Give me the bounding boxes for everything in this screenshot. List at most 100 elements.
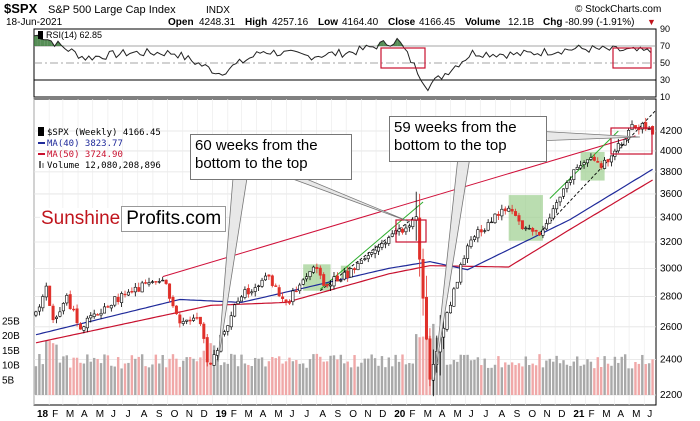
volume-bar [253,357,257,395]
candle-body [455,281,459,289]
candle-body [78,323,82,330]
candle-body [329,284,333,287]
x-tick-label: M [96,409,104,420]
candle-body [109,305,113,309]
volume-bar [288,357,291,395]
volume-bar [206,351,209,395]
candle-body [452,288,456,307]
candle-body [229,315,233,328]
volume-bar [545,360,548,395]
candle-body [150,281,154,283]
candle-body [178,314,182,324]
volume-bar [123,363,127,395]
x-tick-label: J [111,409,116,420]
consolidation-box [580,151,605,181]
candle-body [48,285,52,306]
volume-bar [113,366,116,395]
candle-body [445,312,449,330]
price-tick-label: 3000 [660,263,683,274]
rsi-tick-label: 10 [660,92,670,102]
candle-body [500,208,504,217]
volume-tick-label: 20B [2,331,20,342]
candle-body [346,270,350,278]
price-top-box-2021 [610,127,653,155]
volume-bar [99,363,103,395]
volume-bar [202,350,206,395]
candle-body [356,263,360,271]
candle-body [548,217,552,224]
candle-body [332,276,336,287]
price-tick-label: 2200 [660,390,683,401]
candle-body [407,225,411,228]
candle-body [154,281,158,283]
volume-bar [531,363,534,395]
volume-bar [421,336,425,395]
candle-body [257,285,261,287]
x-tick-label: A [260,409,267,420]
candle-body [589,157,593,160]
candle-body [61,303,65,312]
volume-bar [408,363,411,395]
volume-bar [377,365,380,395]
high-value: 4257.16 [272,17,309,28]
volume-bar [641,354,644,395]
brand-part1: Sunshine [40,208,122,230]
candle-body [274,285,278,287]
volume-value: 12.1B [508,17,534,28]
volume-bar [476,357,480,395]
volume-bar [514,364,517,395]
candle-body [335,275,339,282]
candle-body [565,182,569,189]
candle-body [582,162,586,166]
rsi-fill-segment [44,39,48,46]
candle-body [253,287,257,292]
brand-part2: Profits.com [121,206,227,232]
volume-bar [185,357,188,395]
candle-body [181,321,185,324]
volume-bar [219,365,223,395]
volume-bar [51,343,55,395]
candle-body [37,306,41,312]
volume-bar [127,362,130,395]
volume-bar [82,363,86,395]
volume-bar [315,353,319,395]
volume-bar [510,362,514,395]
volume-bar [504,362,507,395]
volume-bar [164,367,168,395]
volume-bar [116,357,120,395]
volume-bar [284,361,288,395]
volume-bar [226,363,229,395]
volume-bar [120,368,123,395]
volume-bar [144,366,147,395]
volume-bar [38,354,41,395]
x-tick-label: M [602,409,610,420]
candle-body [366,255,370,260]
candle-body [503,208,507,212]
candle-body [144,282,148,284]
price-axis-ticks: 2200 2400 2600 2800 3000 3200 3400 3600 3800 4000… [660,126,683,401]
candle-body [195,317,199,319]
low-label: Low [318,17,338,28]
volume-bar [579,365,582,395]
candle-body [325,283,329,287]
volume-bar [469,360,473,395]
volume-bar [613,356,617,395]
rsi-tick-label: 30 [660,75,670,85]
candle-body [315,267,319,269]
volume-bar [175,358,178,395]
volume-bar [404,364,408,395]
volume-bar [250,366,253,395]
volume-bar [247,364,250,395]
candle-body [462,258,466,265]
candle-body [140,282,144,293]
candle-body [531,228,535,232]
candle-body [579,165,583,169]
volume-bar [96,358,99,395]
volume-bar [596,357,599,395]
volume-bar [411,363,414,395]
volume-bar [500,367,504,395]
volume-bar [343,363,346,395]
chg-label: Chg [543,17,562,28]
x-tick-label: F [231,409,237,420]
consolidation-box [508,195,543,241]
